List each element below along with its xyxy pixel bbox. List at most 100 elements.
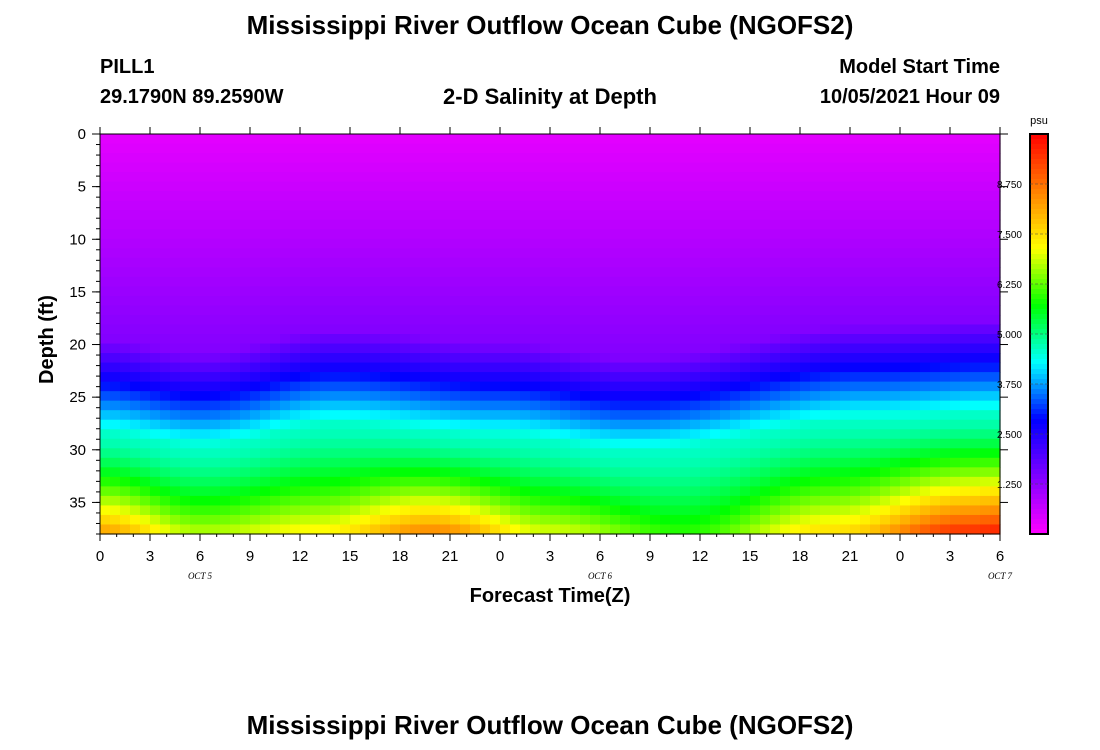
heatmap-cell <box>490 400 501 411</box>
heatmap-cell <box>950 257 961 268</box>
heatmap-cell <box>160 200 171 211</box>
heatmap-cell <box>400 467 411 478</box>
heatmap-cell <box>330 181 341 192</box>
heatmap-cell <box>830 438 841 449</box>
heatmap-cell <box>510 153 521 164</box>
heatmap-cell <box>620 514 631 526</box>
heatmap-cell <box>190 391 201 402</box>
heatmap-cell <box>700 400 711 411</box>
heatmap-cell <box>690 524 701 535</box>
heatmap-cell <box>720 267 731 278</box>
heatmap-cell <box>600 467 611 478</box>
heatmap-cell <box>880 276 891 287</box>
heatmap-cell <box>710 353 721 364</box>
heatmap-cell <box>340 143 351 154</box>
heatmap-cell <box>170 429 181 440</box>
heatmap-cell <box>130 162 141 173</box>
heatmap-cell <box>360 172 371 183</box>
heatmap-cell <box>860 314 871 326</box>
heatmap-cell <box>100 362 111 373</box>
heatmap-cell <box>360 381 371 392</box>
heatmap-cell <box>370 229 381 240</box>
heatmap-cell <box>770 505 781 516</box>
colorbar-cell <box>1030 364 1048 370</box>
heatmap-cell <box>930 181 941 192</box>
heatmap-cell <box>340 314 351 326</box>
heatmap-cell <box>400 191 411 202</box>
heatmap-cell <box>690 267 701 278</box>
heatmap-cell <box>560 362 571 373</box>
heatmap-cell <box>670 353 681 364</box>
heatmap-cell <box>840 172 851 183</box>
heatmap-cell <box>250 286 261 297</box>
heatmap-cell <box>770 524 781 535</box>
heatmap-cell <box>240 429 251 440</box>
colorbar-cell <box>1030 524 1048 530</box>
heatmap-cell <box>700 495 711 507</box>
heatmap-cell <box>970 286 981 297</box>
heatmap-cell <box>300 410 311 421</box>
heatmap-cell <box>350 362 361 373</box>
y-tick-label: 30 <box>69 442 86 459</box>
heatmap-cell <box>310 419 321 430</box>
heatmap-cell <box>220 486 231 497</box>
heatmap-cell <box>160 400 171 411</box>
heatmap-cell <box>180 162 191 173</box>
heatmap-cell <box>380 438 391 449</box>
heatmap-cell <box>570 248 581 259</box>
heatmap-cell <box>620 248 631 259</box>
heatmap-cell <box>330 429 341 440</box>
heatmap-cell <box>810 476 821 487</box>
heatmap-cell <box>940 495 951 507</box>
heatmap-cell <box>440 524 451 535</box>
heatmap-cell <box>680 372 691 383</box>
heatmap-cell <box>260 514 271 526</box>
heatmap-cell <box>750 372 761 383</box>
heatmap-cell <box>550 153 561 164</box>
heatmap-cell <box>430 286 441 297</box>
heatmap-cell <box>950 457 961 468</box>
heatmap-cell <box>340 181 351 192</box>
heatmap-cell <box>410 276 421 287</box>
heatmap-cell <box>100 486 111 497</box>
heatmap-cell <box>360 429 371 440</box>
heatmap-cell <box>460 419 471 430</box>
heatmap-cell <box>120 467 131 478</box>
heatmap-cell <box>820 143 831 154</box>
heatmap-cell <box>870 200 881 211</box>
heatmap-cell <box>540 153 551 164</box>
heatmap-cell <box>190 372 201 383</box>
heatmap-cell <box>330 362 341 373</box>
heatmap-cell <box>370 505 381 516</box>
heatmap-cell <box>120 276 131 287</box>
heatmap-cell <box>600 343 611 354</box>
heatmap-cell <box>840 514 851 526</box>
heatmap-cell <box>770 276 781 287</box>
heatmap-cell <box>380 219 391 230</box>
heatmap-cell <box>690 295 701 307</box>
heatmap-cell <box>840 134 851 145</box>
heatmap-cell <box>170 343 181 354</box>
heatmap-cell <box>460 524 471 535</box>
heatmap-cell <box>970 267 981 278</box>
heatmap-cell <box>230 476 241 487</box>
heatmap-cell <box>480 248 491 259</box>
heatmap-cell <box>120 238 131 249</box>
heatmap-cell <box>650 229 661 240</box>
heatmap-cell <box>690 286 701 297</box>
heatmap-cell <box>380 314 391 326</box>
heatmap-cell <box>410 448 421 459</box>
heatmap-cell <box>620 143 631 154</box>
heatmap-cell <box>960 334 971 345</box>
heatmap-cell <box>390 486 401 497</box>
heatmap-cell <box>480 343 491 354</box>
heatmap-cell <box>400 524 411 535</box>
heatmap-cell <box>590 486 601 497</box>
heatmap-cell <box>520 257 531 268</box>
heatmap-cell <box>560 372 571 383</box>
heatmap-cell <box>900 391 911 402</box>
heatmap-cell <box>730 448 741 459</box>
heatmap-cell <box>790 505 801 516</box>
heatmap-cell <box>540 172 551 183</box>
heatmap-cell <box>100 448 111 459</box>
